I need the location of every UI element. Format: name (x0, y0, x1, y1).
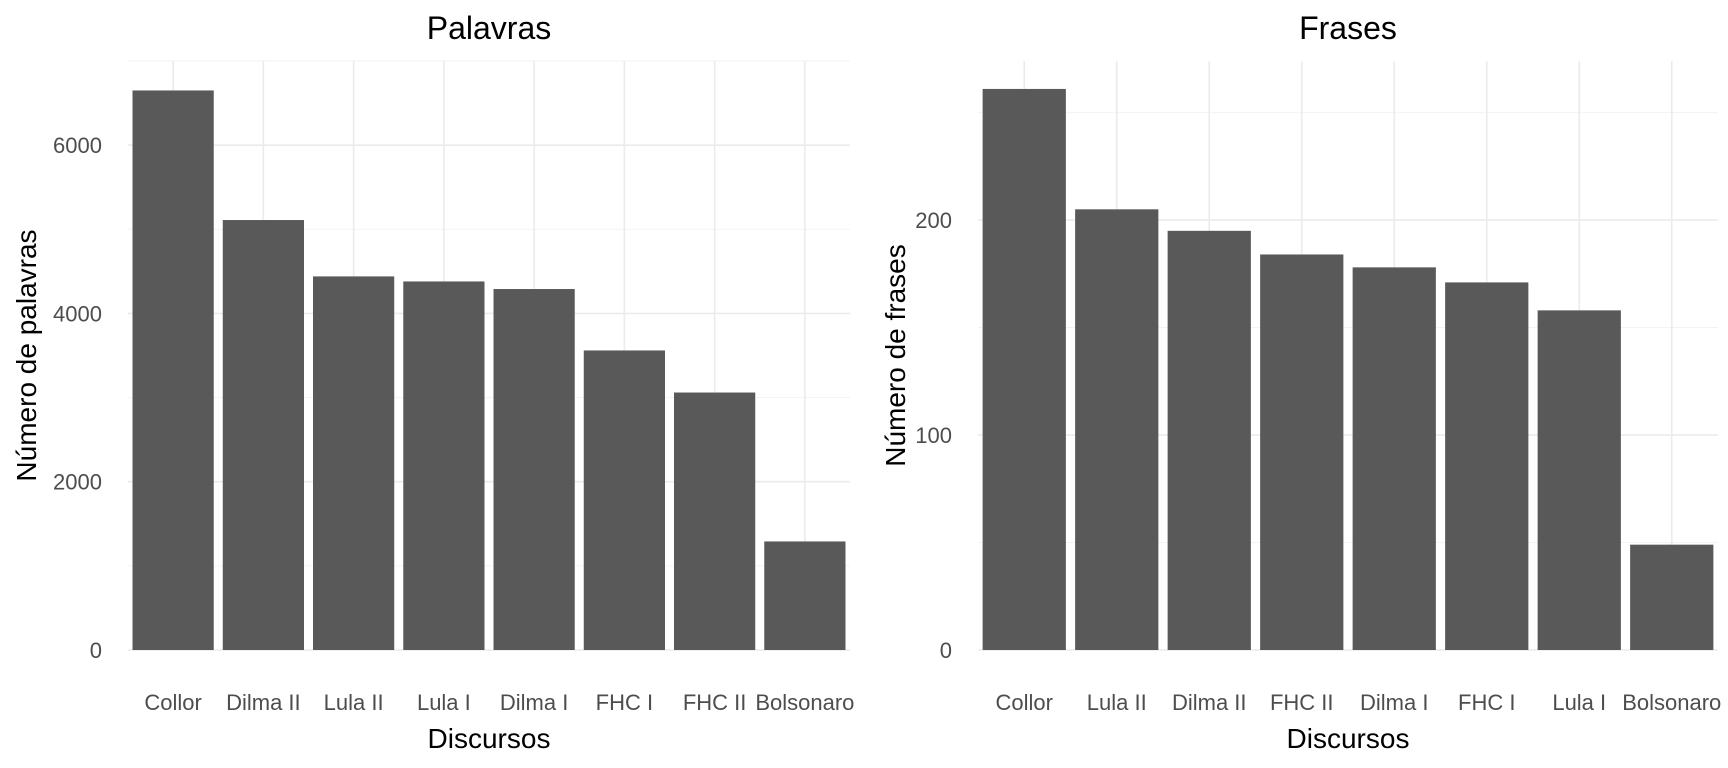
bar-fhc-i (1445, 282, 1529, 650)
y-tick-label: 0 (90, 638, 102, 663)
bar-dilma-i (493, 289, 575, 650)
x-tick-label: FHC I (596, 690, 653, 715)
x-axis-label: Discursos (1287, 723, 1410, 754)
x-tick-label: FHC II (683, 690, 747, 715)
bar-bolsonaro (764, 541, 846, 650)
x-tick-label: Dilma I (1360, 690, 1428, 715)
bar-collor (132, 90, 214, 650)
bar-fhc-ii (1260, 254, 1344, 650)
chart-title: Palavras (427, 10, 552, 46)
x-tick-label: Dilma II (226, 690, 301, 715)
x-tick-label: Dilma I (500, 690, 568, 715)
bar-dilma-ii (1167, 230, 1251, 650)
y-tick-label: 100 (915, 423, 952, 448)
bar-lula-i (1537, 310, 1621, 650)
bars (132, 90, 846, 650)
x-tick-label: Lula I (1552, 690, 1606, 715)
chart-title: Frases (1299, 10, 1397, 46)
y-tick-label: 6000 (53, 133, 102, 158)
y-tick-label: 200 (915, 208, 952, 233)
bar-collor (982, 88, 1066, 651)
bar-lula-ii (313, 276, 395, 650)
x-tick-label: FHC I (1458, 690, 1515, 715)
x-tick-label: FHC II (1270, 690, 1334, 715)
bar-bolsonaro (1630, 544, 1714, 650)
chart-panel-frases: 0 100 200 Collor Lula II Dilma II FHC II Dilma … (880, 10, 1721, 754)
x-tick-label: Lula II (324, 690, 384, 715)
y-tick-label: 2000 (53, 470, 102, 495)
x-tick-label: Collor (996, 690, 1053, 715)
x-tick-label: Bolsonaro (1622, 690, 1721, 715)
x-tick-label: Lula I (417, 690, 471, 715)
bar-dilma-ii (222, 220, 304, 650)
bars (982, 88, 1714, 651)
y-axis-label: Número de frases (880, 244, 911, 467)
x-axis-label: Discursos (428, 723, 551, 754)
x-tick-label: Bolsonaro (755, 690, 854, 715)
y-axis-label: Número de palavras (11, 229, 42, 481)
y-tick-label: 4000 (53, 301, 102, 326)
x-tick-label: Lula II (1087, 690, 1147, 715)
chart-panel-palavras: 0 2000 4000 6000 Collor Dilma II Lula II Lula I… (11, 10, 854, 754)
bar-lula-ii (1075, 209, 1159, 650)
x-tick-label: Dilma II (1172, 690, 1247, 715)
x-tick-label: Collor (144, 690, 201, 715)
bar-lula-i (403, 281, 485, 650)
bar-fhc-ii (674, 392, 756, 650)
bar-dilma-i (1352, 267, 1436, 650)
bar-fhc-i (583, 350, 665, 650)
y-tick-label: 0 (940, 638, 952, 663)
